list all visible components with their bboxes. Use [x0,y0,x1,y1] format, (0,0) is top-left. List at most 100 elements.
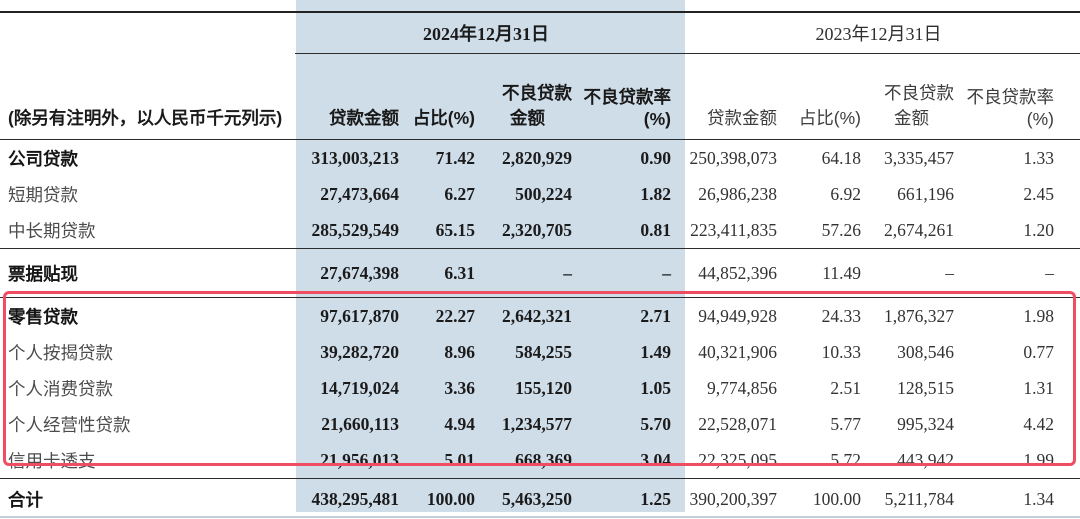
share-2024-cell: 22.27 [435,305,475,326]
npl-amount-2023-cell: 308,546 [897,341,954,362]
share-2024-cell: 6.27 [444,183,475,204]
npl-ratio-2024-cell: 1.25 [580,478,685,519]
header-npl-line2: 金额 [510,108,545,128]
header-share-2024: 占比(%) [407,53,483,140]
npl-ratio-2023-cell: – [962,248,1080,298]
npl-ratio-2024-cell: 0.81 [580,212,685,249]
loan-amount-2024-cell: 285,529,549 [295,212,407,249]
header-npl-amount-2023: 不良贷款 金额 [869,53,962,140]
share-2023-cell: 6.92 [830,183,861,204]
row-label: 个人经营性贷款 [8,414,131,435]
share-2023-cell: 100.00 [785,478,869,519]
table-row: 零售贷款 97,617,870 22.27 2,642,321 2.71 94,949,9… [0,298,1080,335]
table-row: 合计 438,295,481 100.00 5,463,250 1.25 390,200,… [0,478,1080,519]
year-header-row: 2024年12月31日 2023年12月31日 [0,12,1080,54]
column-header-row: (除另有注明外，以人民币千元列示) 贷款金额 占比(%) 不良贷款 金额 不良贷… [0,53,1080,140]
share-2024-cell: 71.42 [435,147,475,168]
npl-ratio-2023-cell: 0.77 [1023,341,1054,362]
npl-amount-2023-cell: 3,335,457 [884,147,954,168]
npl-ratio-2023-cell: 2.45 [1023,183,1054,204]
share-2024-cell: 65.15 [407,212,483,249]
npl-amount-2024-cell: 1,234,577 [502,413,572,434]
loan-breakdown-table: 2024年12月31日 2023年12月31日 (除另有注明外，以人民币千元列示… [0,11,1080,519]
table-row: 个人消费贷款 14,719,024 3.36 155,120 1.05 9,774,856… [0,370,1080,406]
npl-ratio-2024-cell: 3.04 [580,442,685,479]
npl-amount-2024-cell: 668,369 [483,442,580,479]
header-share-2023: 占比(%) [785,53,869,140]
corner-cell [0,12,295,54]
table-row: 个人经营性贷款 21,660,113 4.94 1,234,577 5.70 22,528… [0,406,1080,442]
loan-amount-2023-cell: 22,325,095 [685,442,785,479]
row-label: 零售贷款 [8,306,78,327]
share-2024-cell: 4.94 [444,413,475,434]
header-npl-ratio-line2: (%) [643,109,671,129]
row-label: 短期贷款 [8,184,78,205]
header-npl-ratio-line2: (%) [1026,109,1054,129]
npl-ratio-2024-cell: 1.05 [640,377,671,398]
npl-amount-2023-cell: 661,196 [897,183,954,204]
loan-amount-2023-cell: 94,949,928 [698,305,777,326]
header-npl-ratio-2023: 不良贷款率 (%) [962,53,1080,140]
loan-amount-2024-cell: 97,617,870 [320,305,399,326]
npl-amount-2024-cell: – [483,248,580,298]
npl-ratio-2024-cell: 5.70 [640,413,671,434]
row-label: 个人按揭贷款 [8,342,113,363]
npl-amount-2024-cell: 155,120 [515,377,572,398]
npl-amount-2024-cell: 5,463,250 [483,478,580,519]
loan-amount-2023-cell: 22,528,071 [698,413,777,434]
header-loan-amount-2024: 贷款金额 [295,53,407,140]
npl-ratio-2023-cell: 1.20 [962,212,1080,249]
share-2023-cell: 10.33 [821,341,861,362]
header-npl-ratio-line1: 不良贷款率 [583,87,672,107]
npl-ratio-2024-cell: 1.82 [640,183,671,204]
table-row: 信用卡透支 21,956,013 5.01 668,369 3.04 22,325,095… [0,442,1080,479]
loan-amount-2024-cell: 27,473,664 [320,183,399,204]
share-2024-cell: 5.01 [407,442,483,479]
share-2024-cell: 8.96 [444,341,475,362]
npl-amount-2023-cell: 995,324 [897,413,954,434]
loan-amount-2023-cell: 9,774,856 [707,377,777,398]
npl-ratio-2023-cell: 1.33 [1023,147,1054,168]
row-label: 合计 [0,478,295,519]
table-row: 公司贷款 313,003,213 71.42 2,820,929 0.90 250,398… [0,140,1080,177]
share-2024-cell: 3.36 [444,377,475,398]
loan-amount-2023-cell: 390,200,397 [685,478,785,519]
npl-ratio-2023-cell: 1.34 [962,478,1080,519]
table-row: 中长期贷款 285,529,549 65.15 2,320,705 0.81 223,41… [0,212,1080,249]
loan-amount-2023-cell: 250,398,073 [689,147,778,168]
npl-ratio-2024-cell: 2.71 [640,305,671,326]
table-row: 短期贷款 27,473,664 6.27 500,224 1.82 26,986,238 6… [0,176,1080,212]
loan-amount-2024-cell: 313,003,213 [311,147,400,168]
npl-amount-2024-cell: 2,320,705 [483,212,580,249]
loan-amount-2024-cell: 27,674,398 [295,248,407,298]
row-label: 信用卡透支 [0,442,295,479]
period-2024-header: 2024年12月31日 [295,12,685,54]
npl-ratio-2023-cell: 1.98 [1023,305,1054,326]
share-2023-cell: 11.49 [785,248,869,298]
share-2023-cell: 64.18 [821,147,861,168]
loan-amount-2023-cell: 40,321,906 [698,341,777,362]
loan-amount-2024-cell: 21,956,013 [295,442,407,479]
row-label: 票据贴现 [0,248,295,298]
row-label: 个人消费贷款 [8,378,113,399]
header-npl-line1: 不良贷款 [502,83,572,103]
npl-ratio-2024-cell: 1.49 [640,341,671,362]
header-npl-line1: 不良贷款 [884,83,954,103]
loan-amount-2024-cell: 21,660,113 [321,413,399,434]
share-2023-cell: 2.51 [830,377,861,398]
share-2024-cell: 6.31 [407,248,483,298]
share-2023-cell: 5.77 [830,413,861,434]
npl-amount-2024-cell: 500,224 [515,183,572,204]
npl-amount-2024-cell: 2,820,929 [502,147,572,168]
npl-ratio-2024-cell: – [580,248,685,298]
row-label: 中长期贷款 [0,212,295,249]
header-npl-ratio-2024: 不良贷款率 (%) [580,53,685,140]
share-2024-cell: 100.00 [407,478,483,519]
npl-ratio-2023-cell: 1.99 [962,442,1080,479]
loan-amount-2023-cell: 223,411,835 [685,212,785,249]
loan-amount-2024-cell: 438,295,481 [295,478,407,519]
npl-ratio-2024-cell: 0.90 [640,147,671,168]
npl-amount-2023-cell: – [869,248,962,298]
npl-amount-2024-cell: 584,255 [515,341,572,362]
npl-amount-2023-cell: 2,674,261 [869,212,962,249]
